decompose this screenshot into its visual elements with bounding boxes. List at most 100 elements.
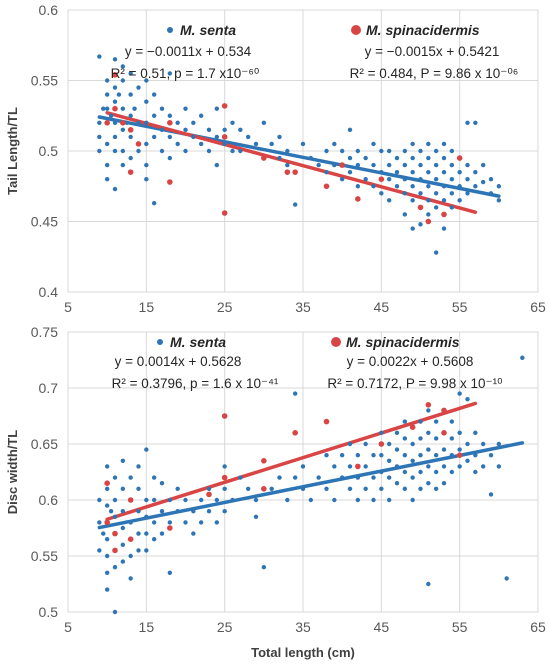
data-point-spinacidermis <box>323 418 330 425</box>
data-point-senta <box>144 447 149 452</box>
data-point-senta <box>449 419 455 424</box>
data-point-senta <box>151 134 157 140</box>
stats-senta: R² = 0.3796, p = 1.6 x 10⁻⁴¹ <box>112 376 279 391</box>
data-point-senta <box>112 99 118 104</box>
x-tick-label: 15 <box>139 619 155 635</box>
data-point-senta <box>371 453 376 458</box>
data-point-senta <box>198 141 204 147</box>
data-point-senta <box>433 250 439 255</box>
data-point-senta <box>112 120 118 126</box>
data-point-spinacidermis <box>112 547 118 554</box>
tick-labels: 0.4 0.45 0.5 0.55 0.6 5 15 25 35 45 55 65 <box>31 2 546 315</box>
data-point-spinacidermis <box>355 196 361 202</box>
data-point-senta <box>191 531 196 536</box>
data-point-senta <box>167 113 173 118</box>
x-tick-label: 55 <box>452 299 468 315</box>
data-point-senta <box>457 184 462 189</box>
data-point-senta <box>151 113 157 118</box>
data-point-senta <box>418 148 423 154</box>
data-point-senta <box>167 497 173 503</box>
data-point-senta <box>175 509 180 514</box>
data-point-spinacidermis <box>206 491 212 498</box>
data-point-senta <box>386 177 392 182</box>
data-points <box>97 355 525 615</box>
data-point-senta <box>473 469 478 475</box>
data-point-spinacidermis <box>120 120 126 126</box>
data-point-senta <box>97 148 102 154</box>
data-point-senta <box>206 148 212 154</box>
trendlines <box>97 111 501 214</box>
data-point-spinacidermis <box>104 480 110 487</box>
data-point-senta <box>394 481 400 486</box>
data-point-senta <box>120 148 126 154</box>
data-point-spinacidermis <box>425 402 432 408</box>
equation-senta: y = −0.0011x + 0.534 <box>125 44 252 59</box>
data-point-senta <box>418 469 423 475</box>
data-point-senta <box>433 469 439 475</box>
data-point-senta <box>144 548 149 553</box>
data-point-senta <box>473 120 478 126</box>
data-point-senta <box>183 520 188 525</box>
data-point-senta <box>426 430 431 435</box>
data-point-spinacidermis <box>112 530 118 537</box>
data-point-spinacidermis <box>127 536 134 542</box>
data-point-senta <box>151 537 157 542</box>
data-point-senta <box>116 92 122 97</box>
data-point-senta <box>112 57 118 62</box>
data-point-senta <box>285 162 290 168</box>
data-point-senta <box>426 198 431 203</box>
data-point-senta <box>449 453 455 458</box>
data-point-senta <box>386 475 392 480</box>
data-point-senta <box>191 134 196 140</box>
data-point-senta <box>465 458 470 463</box>
data-point-senta <box>355 497 361 503</box>
data-point-senta <box>386 497 392 503</box>
data-point-senta <box>175 141 180 147</box>
data-point-senta <box>339 177 345 182</box>
data-point-senta <box>112 565 118 570</box>
data-point-senta <box>386 441 392 447</box>
data-point-senta <box>379 430 384 435</box>
data-point-senta <box>167 134 173 140</box>
data-point-senta <box>222 464 227 469</box>
data-point-senta <box>402 436 408 441</box>
data-point-senta <box>496 184 502 189</box>
data-point-senta <box>277 475 282 480</box>
data-point-senta <box>104 553 110 559</box>
data-point-spinacidermis <box>167 179 173 185</box>
data-point-senta <box>144 141 149 147</box>
tick-labels: 0.5 0.55 0.6 0.65 0.7 0.75 5 15 25 35 45 55 65 <box>31 324 546 635</box>
data-point-senta <box>402 469 408 475</box>
data-point-senta <box>465 441 470 447</box>
data-point-senta <box>433 191 439 196</box>
data-point-senta <box>386 162 392 168</box>
data-point-spinacidermis <box>221 413 228 419</box>
data-point-senta <box>136 509 141 514</box>
data-point-senta <box>159 127 165 133</box>
x-tick-label: 5 <box>64 619 72 635</box>
data-point-senta <box>433 205 439 210</box>
data-point-senta <box>183 127 188 133</box>
data-point-senta <box>206 486 212 491</box>
data-point-senta <box>159 509 165 514</box>
data-point-senta <box>104 106 110 111</box>
data-point-senta <box>230 497 235 503</box>
data-point-senta <box>433 419 439 424</box>
data-point-senta <box>112 609 118 615</box>
data-point-senta <box>386 198 392 203</box>
data-point-spinacidermis <box>292 430 298 436</box>
data-point-senta <box>465 191 470 196</box>
data-point-senta <box>175 120 180 126</box>
data-point-senta <box>128 92 133 97</box>
data-point-senta <box>144 162 149 168</box>
data-point-senta <box>379 148 384 154</box>
equation-spinacidermis: y = −0.0015x + 0.5421 <box>365 44 500 59</box>
data-point-senta <box>355 162 361 168</box>
data-point-senta <box>394 169 400 175</box>
data-point-senta <box>433 177 439 182</box>
data-point-senta <box>410 475 415 480</box>
data-point-senta <box>97 54 102 59</box>
data-point-senta <box>433 162 439 168</box>
y-tick-label: 0.5 <box>39 143 59 159</box>
